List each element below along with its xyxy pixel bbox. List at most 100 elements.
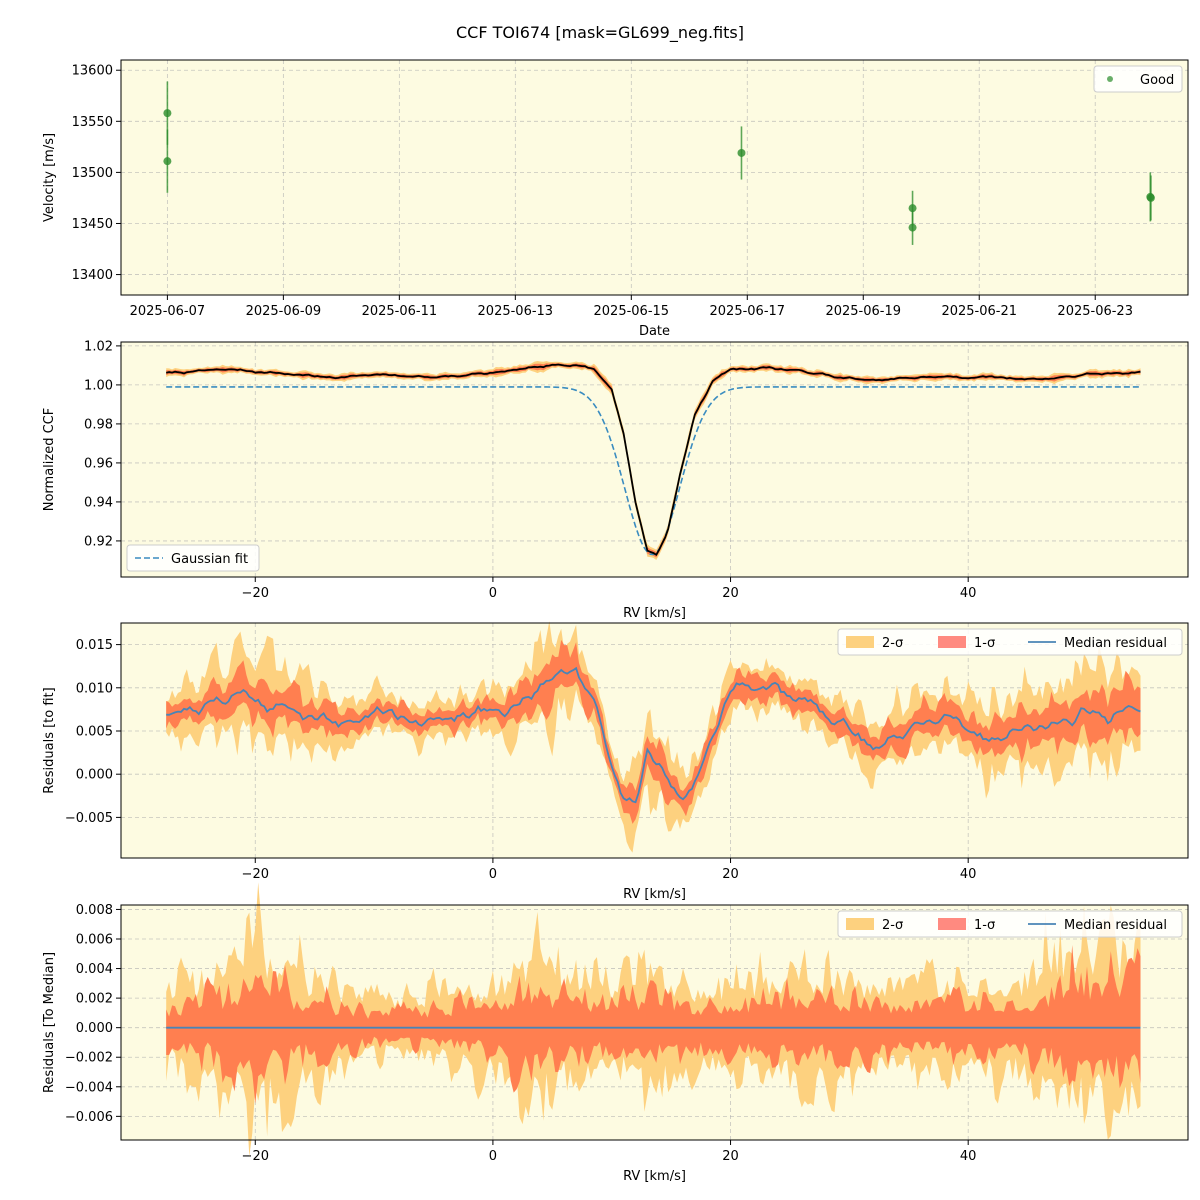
resid_fit-ytick-label: 0.005 — [76, 724, 113, 739]
velocity-legend: Good — [1093, 65, 1183, 93]
velocity-xtick-label: 2025-06-09 — [246, 304, 322, 319]
legend-gaussian-label: Gaussian fit — [171, 552, 248, 567]
resid_median-legend: 2-σ 1-σ Median residual — [837, 910, 1183, 938]
velocity-points — [163, 81, 1155, 245]
ccf-xlabel: RV [km/s] — [623, 606, 686, 621]
legend-good-marker — [1107, 76, 1113, 82]
resid_median-ytick-label: 0.002 — [76, 992, 113, 1007]
velocity-ytick-label: 13450 — [72, 217, 113, 232]
velocity-xtick-label: 2025-06-23 — [1057, 304, 1133, 319]
velocity-point — [737, 148, 746, 157]
resid_median-legend-2sigma-swatch — [846, 918, 874, 930]
velocity-ytick-label: 13500 — [72, 166, 113, 181]
resid_fit-2sigma-band — [166, 621, 1141, 853]
ccf-ytick-label: 0.92 — [84, 534, 113, 549]
velocity-point — [908, 204, 917, 213]
resid_fit-legend-1sigma-swatch — [938, 636, 966, 648]
resid_fit-legend-2sigma-label: 2-σ — [882, 636, 903, 651]
resid_fit-1sigma-band — [166, 639, 1141, 824]
ccf-grid — [121, 342, 1188, 577]
velocity-grid — [121, 60, 1188, 295]
resid_fit-xtick-label: −20 — [242, 867, 269, 882]
resid_median-legend-1sigma-label: 1-σ — [974, 918, 995, 933]
ccf-frame — [120, 341, 1189, 578]
ccf-panel: 0.92 0.94 0.96 0.98 1.00 1.02 −20 0 20 40 RV [km/s… — [42, 339, 1189, 621]
velocity-xtick-label: 2025-06-13 — [478, 304, 554, 319]
resid_fit-ytick-label: 0.015 — [76, 638, 113, 653]
resid_median-xtick-label: −20 — [242, 1149, 269, 1164]
ccf-xtick-label: 0 — [489, 586, 497, 601]
velocity-frame — [120, 59, 1189, 296]
resid_median-legend-1sigma-swatch — [938, 918, 966, 930]
ccf-xtick-label: 40 — [960, 586, 977, 601]
resid_median-ytick-label: −0.002 — [65, 1051, 113, 1066]
ccf-ylabel: Normalized CCF — [42, 408, 57, 512]
resid_fit-legend-1sigma-label: 1-σ — [974, 636, 995, 651]
resid_fit-ytick-label: 0.010 — [76, 681, 113, 696]
ccf-xtick-label: 20 — [722, 586, 739, 601]
resid_fit-xtick-label: 0 — [489, 867, 497, 882]
resid_median-ytick-label: 0.004 — [76, 962, 113, 977]
resid_fit-ytick-label: 0.000 — [76, 768, 113, 783]
velocity-xtick-label: 2025-06-21 — [941, 304, 1017, 319]
velocity-ytick-label: 13600 — [72, 64, 113, 79]
ccf-legend-box — [126, 544, 260, 572]
velocity-xtick-label: 2025-06-19 — [825, 304, 901, 319]
resid_fit-ylabel: Residuals [to fit] — [42, 687, 57, 793]
ccf-ticks: 0.92 0.94 0.96 0.98 1.00 1.02 −20 0 20 40 — [84, 339, 976, 601]
resid_median-legend-median-label: Median residual — [1064, 918, 1167, 933]
velocity-ticks: 13400 13450 13500 13550 13600 2025-06-07 2025-… — [72, 64, 1133, 319]
resid_fit-legend-median-label: Median residual — [1064, 636, 1167, 651]
velocity-xtick-label: 2025-06-15 — [594, 304, 670, 319]
ccf-ytick-label: 0.96 — [84, 456, 113, 471]
resid_median-ytick-label: −0.006 — [65, 1110, 113, 1125]
resid_fit-legend-box — [837, 628, 1183, 656]
resid_median-panel: −0.006 −0.004 −0.002 0.000 0.002 0.004 0.006 0.… — [42, 882, 1189, 1184]
ccf-ytick-label: 1.00 — [84, 378, 113, 393]
velocity-xtick-label: 2025-06-07 — [130, 304, 206, 319]
resid_fit-ticks: −0.005 0.000 0.005 0.010 0.015 −20 0 20 40 — [65, 638, 977, 882]
resid_median-ytick-label: 0.000 — [76, 1021, 113, 1036]
legend-good-label: Good — [1140, 73, 1174, 88]
resid_median-legend-2sigma-label: 2-σ — [882, 918, 903, 933]
velocity-point — [908, 223, 917, 232]
ccf-gaussian-fit-line — [166, 386, 1141, 556]
resid_fit-xtick-label: 40 — [960, 867, 977, 882]
velocity-ytick-label: 13400 — [72, 268, 113, 283]
resid_median-ytick-label: −0.004 — [65, 1080, 113, 1095]
resid_median-xtick-label: 0 — [489, 1149, 497, 1164]
velocity-point — [1146, 193, 1155, 202]
resid_fit-median-line — [166, 666, 1141, 804]
resid_median-ytick-label: 0.008 — [76, 903, 113, 918]
resid_fit-xtick-label: 20 — [722, 867, 739, 882]
velocity-point — [163, 157, 172, 166]
velocity-xtick-label: 2025-06-11 — [362, 304, 438, 319]
resid_median-ticks: −0.006 −0.004 −0.002 0.000 0.002 0.004 0.006 0.… — [65, 903, 977, 1164]
resid_median-frame — [120, 904, 1189, 1141]
resid_fit-ytick-label: −0.005 — [65, 811, 113, 826]
velocity-xlabel: Date — [639, 324, 670, 339]
resid_median-1sigma-band — [166, 945, 1141, 1104]
resid_fit-xlabel: RV [km/s] — [623, 887, 686, 902]
velocity-point — [163, 109, 172, 118]
velocity-legend-box — [1093, 65, 1183, 93]
velocity-panel: 13400 13450 13500 13550 13600 2025-06-07 2025-… — [42, 59, 1189, 339]
ccf-xtick-label: −20 — [242, 586, 269, 601]
figure-title: CCF TOI674 [mask=GL699_neg.fits] — [456, 23, 744, 43]
ccf-plot-area — [121, 342, 1188, 577]
resid_median-ytick-label: 0.006 — [76, 932, 113, 947]
resid_median-xtick-label: 20 — [722, 1149, 739, 1164]
resid_fit-legend-2sigma-swatch — [846, 636, 874, 648]
ccf-ytick-label: 0.98 — [84, 417, 113, 432]
resid_median-ylabel: Residuals [To Median] — [42, 952, 57, 1093]
ccf-ytick-label: 1.02 — [84, 339, 113, 354]
velocity-xtick-label: 2025-06-17 — [710, 304, 786, 319]
resid_median-xlabel: RV [km/s] — [623, 1169, 686, 1184]
resid_median-legend-box — [837, 910, 1183, 938]
velocity-plot-area — [121, 60, 1188, 295]
resid_fit-frame — [120, 622, 1189, 859]
resid_fit-panel: −0.005 0.000 0.005 0.010 0.015 −20 0 20 40 RV [km… — [42, 621, 1189, 902]
resid_fit-legend: 2-σ 1-σ Median residual — [837, 628, 1183, 656]
resid_median-xtick-label: 40 — [960, 1149, 977, 1164]
